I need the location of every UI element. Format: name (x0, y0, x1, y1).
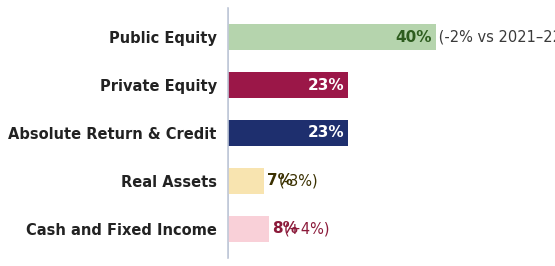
Text: (-1%): (-1%) (346, 78, 390, 93)
Bar (228, 120, 347, 146)
Bar (228, 24, 436, 50)
Bar (228, 168, 264, 194)
Text: (-2% vs 2021–22): (-2% vs 2021–22) (433, 30, 555, 45)
Text: 23%: 23% (308, 126, 345, 140)
Text: 23%: 23% (308, 78, 345, 93)
Text: 7%: 7% (267, 173, 293, 188)
Text: (+2%): (+2%) (346, 126, 397, 140)
Text: (+4%): (+4%) (284, 221, 330, 236)
Bar (228, 216, 270, 242)
Text: (-3%): (-3%) (279, 173, 318, 188)
Bar (228, 72, 347, 98)
Text: 8%: 8% (272, 221, 298, 236)
Text: 40%: 40% (396, 30, 432, 45)
